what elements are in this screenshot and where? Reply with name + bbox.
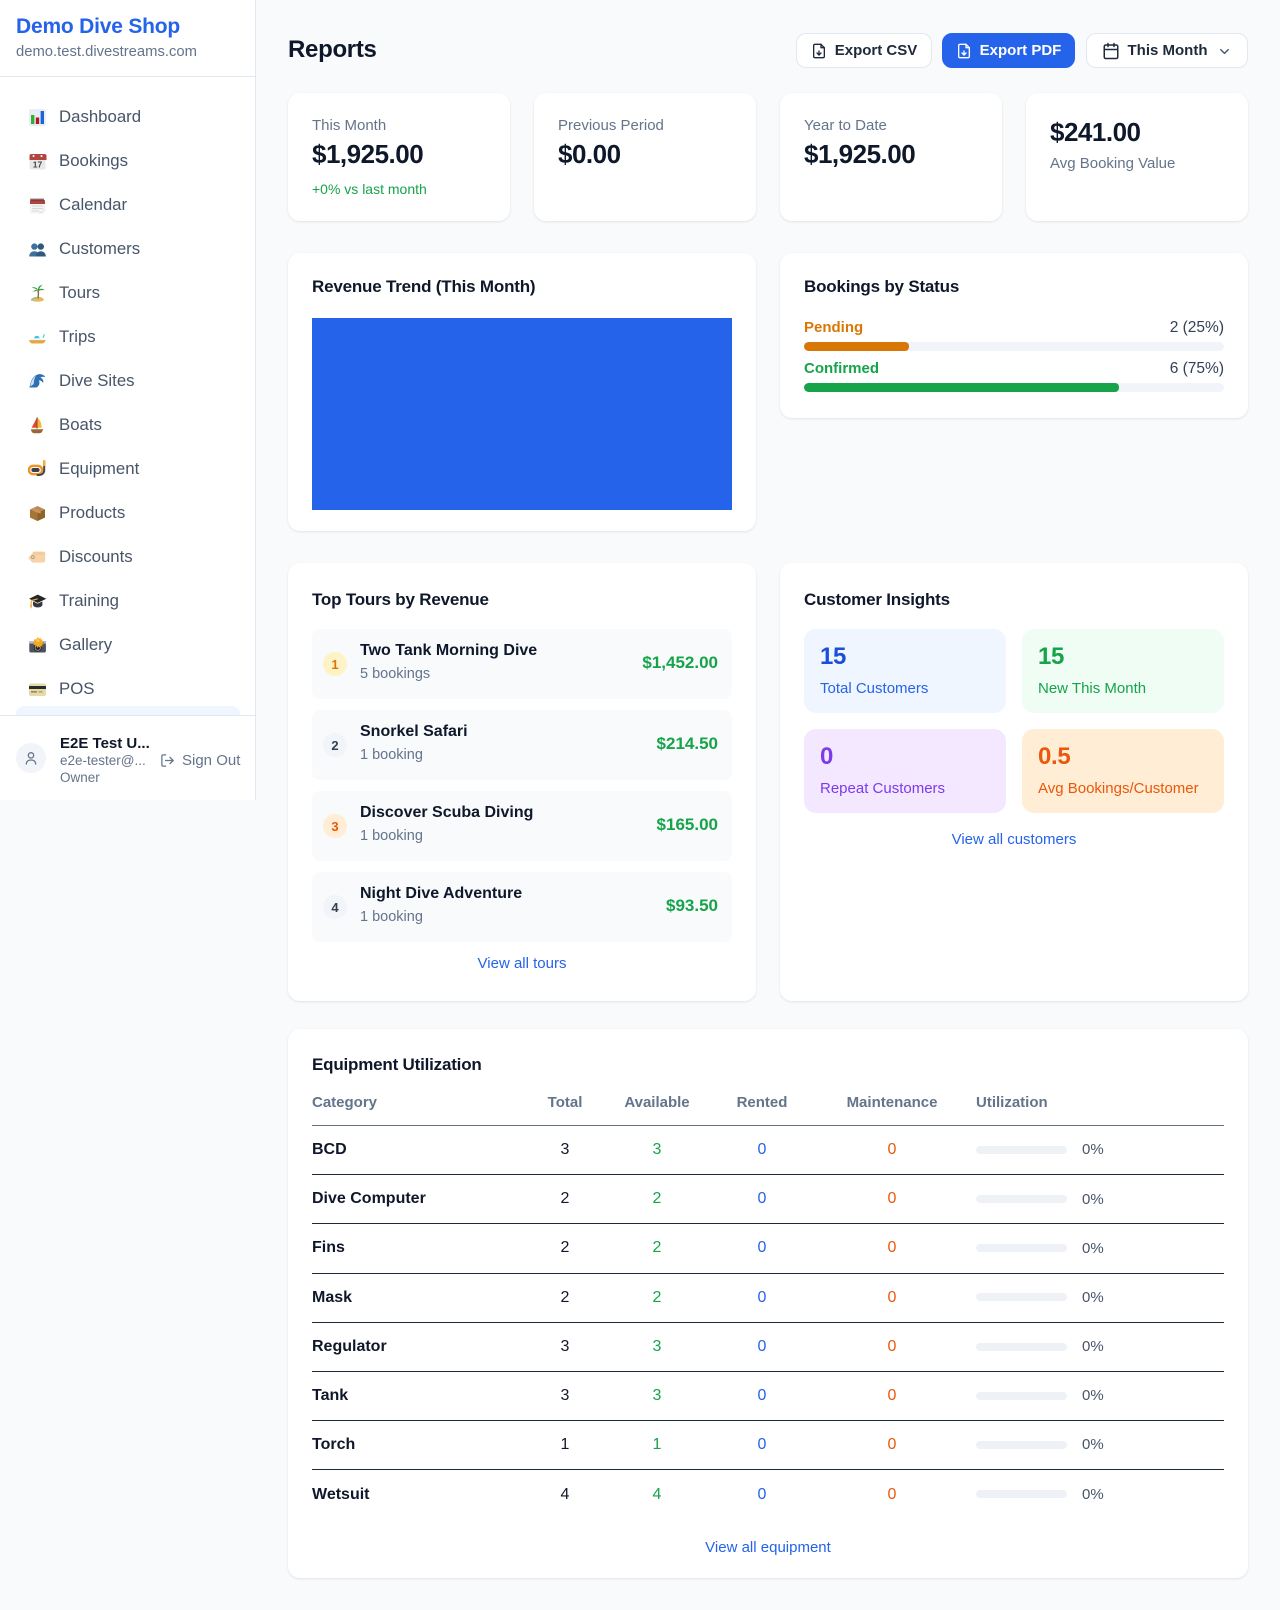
svg-text:17: 17 xyxy=(33,159,43,169)
